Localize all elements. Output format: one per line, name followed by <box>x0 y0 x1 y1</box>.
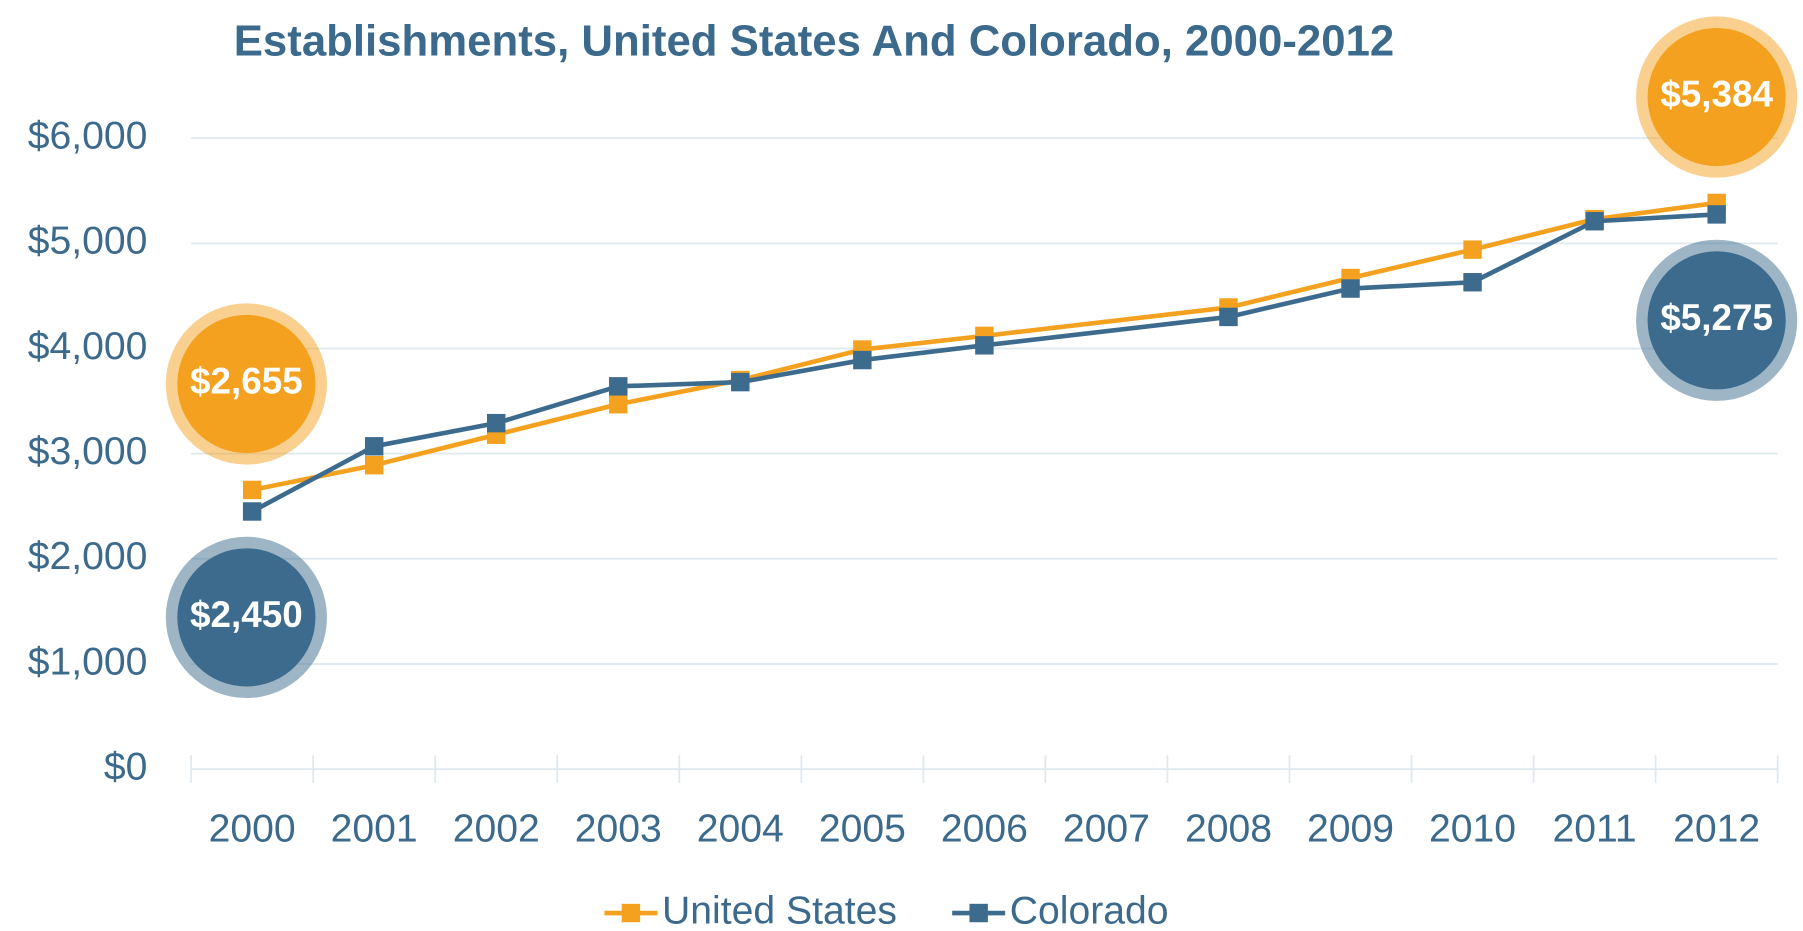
legend-label: United States <box>662 889 897 931</box>
x-tick-label: 2004 <box>697 808 784 851</box>
marker <box>1463 273 1482 292</box>
label-bubble <box>1647 251 1786 390</box>
data-label: $2,450 <box>190 594 303 635</box>
label-bubble <box>177 548 316 687</box>
marker <box>487 413 506 433</box>
x-tick-label: 2003 <box>575 808 662 851</box>
marker <box>364 437 384 456</box>
y-tick-label: $5,000 <box>28 220 148 263</box>
marker <box>1219 307 1238 327</box>
legend-marker <box>969 903 988 923</box>
marker <box>1463 240 1482 259</box>
marker <box>609 377 628 396</box>
x-tick-label: 2005 <box>819 808 906 851</box>
marker <box>1707 205 1726 224</box>
marker <box>364 455 384 475</box>
y-tick-label: $2,000 <box>28 535 148 578</box>
label-bubble <box>1647 27 1786 167</box>
x-tick-label: 2011 <box>1553 808 1637 851</box>
marker <box>731 372 750 392</box>
marker <box>1341 279 1360 298</box>
marker <box>853 350 872 370</box>
x-tick-label: 2001 <box>331 808 418 851</box>
label-bubble <box>177 314 316 454</box>
marker <box>1585 212 1604 231</box>
y-tick-label: $3,000 <box>28 430 148 473</box>
y-tick-label: $6,000 <box>28 115 148 158</box>
legend-marker <box>621 903 641 923</box>
legend-label: Colorado <box>1010 889 1169 931</box>
x-tick-label: 2008 <box>1185 808 1272 851</box>
y-tick-label: $0 <box>104 745 148 788</box>
chart-title: Establishments, United States And Colora… <box>234 16 1395 65</box>
y-tick-label: $4,000 <box>28 325 148 368</box>
y-tick-label: $1,000 <box>28 640 148 683</box>
x-tick-label: 2010 <box>1429 808 1516 851</box>
x-tick-label: 2006 <box>941 808 1028 851</box>
x-tick-label: 2009 <box>1307 808 1394 851</box>
data-label: $5,275 <box>1660 297 1773 338</box>
x-tick-label: 2002 <box>453 808 540 851</box>
marker <box>242 502 262 521</box>
marker <box>609 395 628 414</box>
x-tick-label: 2000 <box>209 808 296 851</box>
series-line <box>251 200 1717 493</box>
marker <box>975 336 994 355</box>
data-label: $2,655 <box>190 361 303 402</box>
x-tick-label: 2012 <box>1673 808 1760 851</box>
marker <box>242 480 262 500</box>
series-line <box>251 212 1717 514</box>
data-label: $5,384 <box>1660 74 1773 115</box>
x-tick-label: 2007 <box>1063 808 1150 851</box>
